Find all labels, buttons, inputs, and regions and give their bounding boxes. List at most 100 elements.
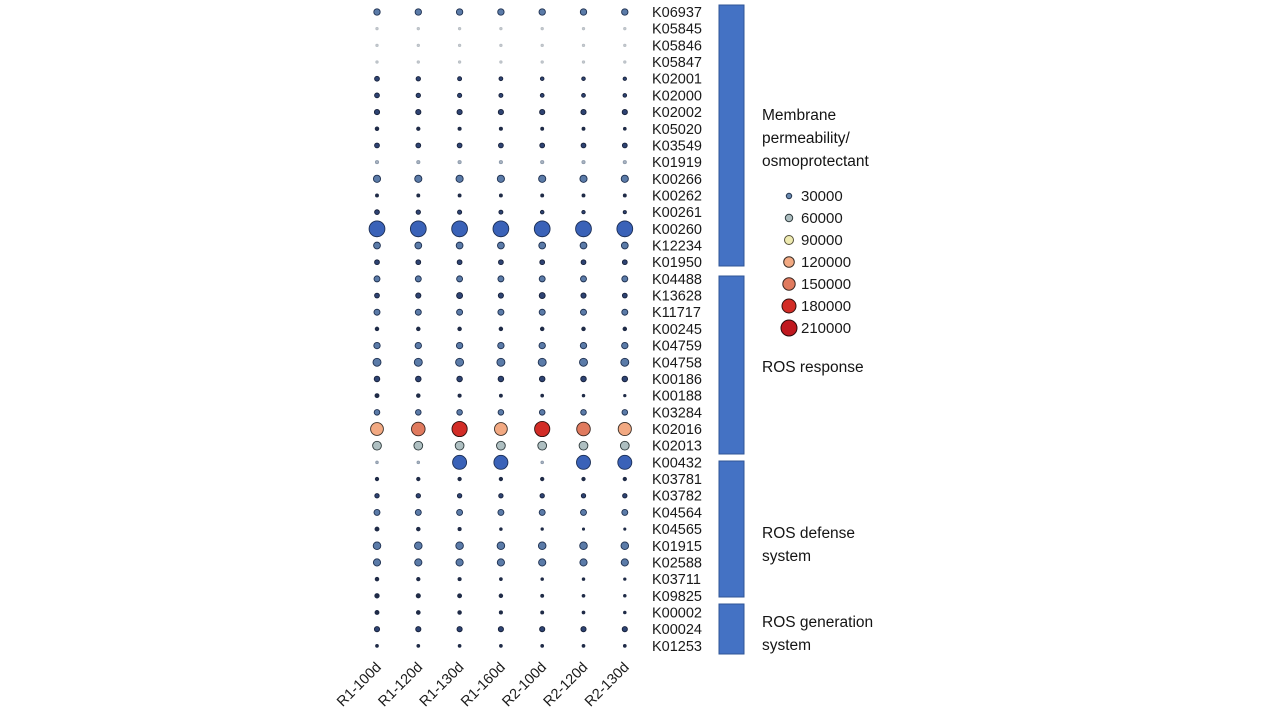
data-point xyxy=(456,508,464,516)
row-label: K02016 xyxy=(652,422,702,438)
data-point xyxy=(415,626,422,633)
data-point xyxy=(373,626,381,633)
row-label: K02588 xyxy=(652,555,702,571)
data-point xyxy=(496,174,505,183)
data-point xyxy=(455,541,464,551)
data-point xyxy=(456,292,464,300)
data-point xyxy=(416,576,421,582)
data-point xyxy=(455,558,464,567)
legend-dot xyxy=(785,192,793,200)
data-point xyxy=(537,541,547,551)
data-point xyxy=(456,626,463,633)
data-point xyxy=(581,610,586,615)
data-point xyxy=(375,43,379,48)
data-point xyxy=(623,610,627,615)
data-point xyxy=(456,275,464,283)
data-point xyxy=(416,160,421,165)
data-point xyxy=(580,308,587,316)
data-point xyxy=(455,357,465,367)
legend-dot xyxy=(780,319,798,337)
data-point xyxy=(497,8,505,16)
legend-dot xyxy=(784,235,794,245)
data-point xyxy=(579,8,588,16)
data-point xyxy=(457,476,462,482)
data-point xyxy=(457,643,462,648)
data-point xyxy=(499,43,503,48)
data-point xyxy=(416,27,420,31)
row-label: K03284 xyxy=(652,405,702,421)
data-point xyxy=(538,275,546,283)
data-point xyxy=(374,292,380,299)
data-point xyxy=(539,76,545,81)
data-point xyxy=(622,193,627,198)
row-label: K05020 xyxy=(652,122,702,138)
data-point xyxy=(540,43,544,48)
data-point xyxy=(368,220,386,238)
data-point xyxy=(457,160,462,165)
data-point xyxy=(581,93,586,98)
data-point xyxy=(540,476,545,482)
data-point xyxy=(416,643,421,648)
data-point xyxy=(499,527,503,531)
data-point xyxy=(579,341,588,350)
row-label: K03781 xyxy=(652,472,702,488)
data-point xyxy=(457,126,462,131)
data-point xyxy=(534,420,551,438)
group-bar xyxy=(718,4,745,267)
data-point xyxy=(539,142,546,149)
data-point xyxy=(579,241,588,250)
data-point xyxy=(622,126,627,131)
data-point xyxy=(621,626,628,633)
row-label: K02001 xyxy=(652,72,702,88)
data-point xyxy=(498,92,504,98)
row-label: K04564 xyxy=(652,505,702,521)
data-point xyxy=(539,209,545,215)
data-point xyxy=(540,393,545,398)
row-label: K12234 xyxy=(652,239,702,255)
data-point xyxy=(540,593,545,598)
row-label: K00261 xyxy=(652,205,702,221)
data-point xyxy=(622,643,627,648)
data-point xyxy=(375,460,379,465)
row-label: K01253 xyxy=(652,639,702,655)
legend-value: 120000 xyxy=(801,254,851,271)
data-point xyxy=(580,626,587,633)
data-point xyxy=(456,375,463,383)
row-label: K11717 xyxy=(652,305,701,321)
data-point xyxy=(540,610,545,615)
data-point xyxy=(374,209,380,216)
data-point xyxy=(454,440,465,451)
data-point xyxy=(539,109,546,116)
row-label: K13628 xyxy=(652,289,702,305)
group-bar xyxy=(718,603,745,655)
data-point xyxy=(372,357,382,367)
data-point xyxy=(457,60,462,64)
data-point xyxy=(576,454,591,470)
data-point xyxy=(497,375,505,383)
column-label: R2-120d xyxy=(541,660,592,711)
data-point xyxy=(374,610,380,615)
data-point xyxy=(457,326,462,332)
data-point xyxy=(580,142,587,149)
data-point xyxy=(374,142,380,149)
data-point xyxy=(457,43,462,48)
row-label: K00188 xyxy=(652,389,702,405)
data-point xyxy=(619,440,630,451)
data-point xyxy=(540,460,544,465)
data-point xyxy=(533,220,551,238)
data-point xyxy=(580,409,587,416)
data-point xyxy=(616,220,634,238)
data-point xyxy=(540,27,544,31)
group-bar xyxy=(718,275,745,455)
legend-value: 210000 xyxy=(801,320,851,337)
data-point xyxy=(540,527,544,531)
row-label: K06937 xyxy=(652,5,702,21)
group-bar xyxy=(718,460,745,598)
data-point xyxy=(451,220,468,238)
data-point xyxy=(372,558,382,567)
data-point xyxy=(621,292,628,299)
data-point xyxy=(581,27,586,31)
data-point xyxy=(416,476,421,482)
column-label: R1-130d xyxy=(417,660,468,711)
data-point xyxy=(457,393,462,398)
